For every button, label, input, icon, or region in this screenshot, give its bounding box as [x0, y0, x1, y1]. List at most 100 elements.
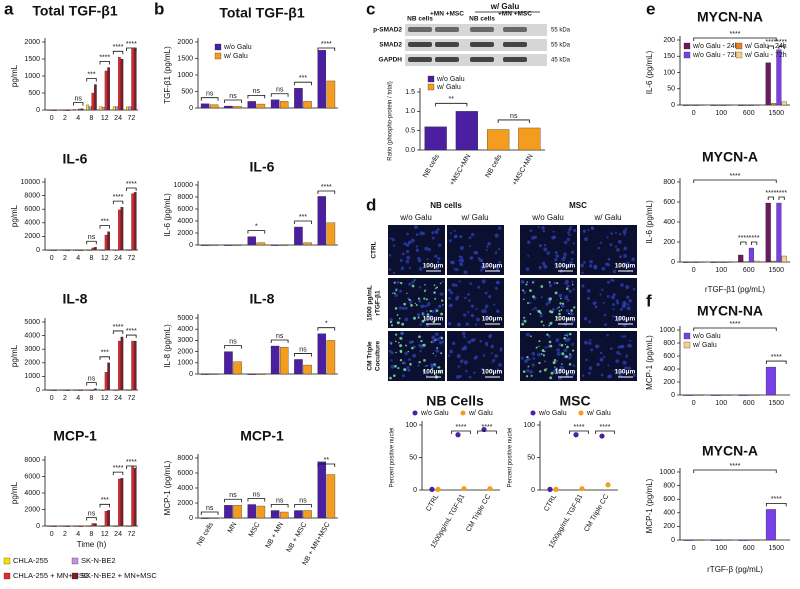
- nucleus: [625, 285, 630, 289]
- bar: [64, 249, 68, 251]
- y-tick-label: 2000: [24, 506, 40, 513]
- x-tick-label: 4: [76, 395, 80, 402]
- bar: [99, 249, 103, 251]
- y-tick-label: 2000: [177, 230, 193, 237]
- stain: [559, 302, 562, 305]
- nucleus: [388, 349, 392, 353]
- bar: [62, 249, 65, 251]
- significance-label: ns: [88, 375, 96, 382]
- legend-label: w/ Galu: [468, 410, 493, 417]
- y-tick-label: 4000: [177, 218, 193, 225]
- nucleus: [628, 265, 632, 268]
- nucleus: [441, 280, 444, 283]
- bar: [62, 109, 65, 111]
- nucleus: [555, 338, 560, 342]
- nucleus: [565, 309, 570, 313]
- y-tick-label: 4000: [24, 220, 40, 227]
- nucleus: [487, 241, 491, 246]
- stain: [537, 309, 541, 313]
- y-tick-label: 2000: [24, 360, 40, 367]
- nucleus: [481, 309, 485, 314]
- nucleus: [389, 318, 393, 322]
- nucleus: [601, 288, 604, 291]
- legend-swatch: [412, 410, 418, 416]
- chart-title: IL-8: [63, 291, 88, 307]
- chart: c Ratio (phospho-protein / total) 0.0 0.5 1.…: [366, 0, 545, 187]
- panel-label: b: [154, 0, 164, 18]
- bar: [49, 389, 52, 391]
- bar: [94, 247, 97, 251]
- x-tick-label: 0: [692, 545, 696, 552]
- nucleus: [499, 370, 503, 374]
- bar: [115, 106, 119, 111]
- nucleus: [531, 351, 536, 356]
- stain: [394, 307, 398, 310]
- nucleus: [547, 334, 551, 338]
- stain: [439, 282, 442, 285]
- bar: [88, 249, 92, 251]
- bar: [133, 48, 137, 111]
- legend-swatch: [578, 410, 584, 416]
- bar: [62, 525, 65, 527]
- dot: [429, 486, 435, 492]
- nucleus: [569, 260, 573, 265]
- nucleus: [568, 227, 572, 232]
- y-tick-label: 0: [671, 259, 675, 266]
- blot-kda: 55 kDa: [551, 28, 571, 34]
- nucleus: [436, 228, 440, 231]
- nucleus: [596, 362, 600, 367]
- x-tick-label: CTRL: [543, 493, 558, 512]
- bar: [59, 249, 63, 251]
- nucleus: [607, 364, 610, 367]
- nucleus: [497, 310, 500, 313]
- nucleus: [587, 296, 591, 300]
- nucleus: [543, 247, 548, 252]
- significance-label: ****: [771, 496, 782, 503]
- stain: [535, 346, 538, 349]
- legend-swatch: [530, 410, 536, 416]
- nucleus: [485, 344, 489, 347]
- bar: [80, 525, 84, 527]
- stain: [395, 289, 398, 292]
- stain: [402, 362, 404, 364]
- nucleus: [463, 270, 468, 275]
- x-tick-label: 0: [50, 115, 54, 122]
- nucleus: [438, 304, 442, 308]
- bar: [51, 525, 55, 527]
- nucleus: [426, 258, 429, 261]
- bar: [102, 249, 105, 251]
- chart: MCP-1 MCP-1 (pg/mL) 0 2000 4000 6000 8000 NB ce…: [163, 428, 338, 567]
- bar: [128, 249, 132, 251]
- stain: [550, 371, 554, 375]
- microscopy-row-label: rTGF-β1: [375, 290, 382, 316]
- nucleus: [467, 340, 471, 344]
- bar: [51, 109, 55, 111]
- y-tick-label: 1000: [177, 72, 193, 79]
- bar: [247, 236, 257, 246]
- bar: [256, 505, 266, 519]
- bar: [716, 261, 722, 263]
- chart-title: MYCN-NA: [697, 303, 763, 319]
- stain: [436, 286, 439, 289]
- significance-label: ****: [765, 190, 776, 197]
- nucleus: [435, 332, 439, 336]
- bar: [128, 525, 132, 527]
- significance-label: ****: [738, 235, 749, 242]
- stain: [544, 350, 546, 353]
- y-tick-label: 0: [671, 102, 675, 109]
- bar: [67, 389, 71, 391]
- significance-label: ****: [126, 41, 137, 48]
- bar: [118, 478, 121, 527]
- y-tick-label: 50: [667, 86, 675, 93]
- stain: [573, 306, 576, 309]
- significance-bracket: [317, 47, 336, 51]
- legend-label: w/o Galu - 24h: [692, 43, 739, 50]
- stain: [390, 342, 393, 345]
- bar: [126, 389, 129, 391]
- nucleus: [585, 358, 588, 362]
- blot-band: [470, 27, 494, 32]
- bar: [54, 525, 57, 527]
